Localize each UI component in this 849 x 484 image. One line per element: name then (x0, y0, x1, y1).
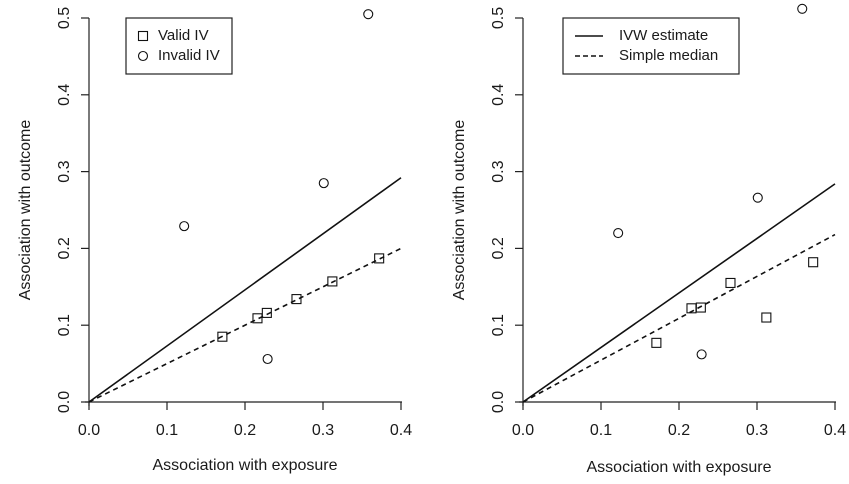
x-axis-label: Association with exposure (587, 459, 772, 476)
invalid-iv-point (363, 9, 374, 20)
invalid-iv-point (179, 221, 190, 232)
invalid-iv-point (696, 349, 707, 360)
valid-iv-point (761, 312, 772, 323)
y-tick-label: 0.5 (490, 7, 507, 29)
x-tick-label: 0.1 (156, 422, 178, 439)
y-tick-label: 0.5 (56, 7, 73, 29)
valid-iv-point (695, 302, 706, 313)
legend-label: IVW estimate (619, 27, 708, 44)
x-tick-label: 0.2 (668, 422, 690, 439)
solid-estimate-line (522, 183, 836, 403)
y-tick-label: 0.1 (56, 314, 73, 336)
invalid-iv-point (262, 353, 273, 365)
valid-iv-point (327, 276, 338, 287)
invalid-iv-point (613, 227, 624, 239)
valid-iv-point (291, 294, 302, 305)
dashed-estimate-line (522, 233, 836, 403)
y-tick-label: 0.3 (56, 160, 73, 182)
y-tick-label: 0.2 (56, 237, 73, 259)
legend-label: Invalid IV (158, 47, 220, 64)
left-plot-panel: 0.0 0.1 0.2 0.3 0.4 0.0 0.1 0.2 0.3 0.4 0.5 Associa… (17, 7, 412, 474)
valid-iv-point (252, 313, 263, 324)
y-tick-label: 0.4 (490, 84, 507, 106)
valid-iv-point (374, 253, 385, 264)
y-axis-label: Association with outcome (451, 120, 468, 301)
x-tick-label: 0.0 (78, 422, 100, 439)
y-tick-label: 0.2 (490, 237, 507, 259)
x-tick-label: 0.4 (824, 422, 846, 439)
x-axis-label: Association with exposure (153, 457, 338, 474)
legend-box (125, 17, 233, 75)
valid-iv-point (217, 331, 228, 342)
y-tick-label: 0.0 (56, 391, 73, 413)
legend-label: Valid IV (158, 27, 209, 44)
solid-estimate-line (88, 177, 402, 403)
x-tick-label: 0.1 (590, 422, 612, 439)
y-tick-label: 0.4 (56, 84, 73, 106)
y-axis-label: Association with outcome (17, 120, 34, 301)
legend-circle-swatch (137, 50, 149, 62)
dashed-estimate-line (88, 247, 402, 403)
valid-iv-point (261, 307, 272, 318)
legend-label: Simple median (619, 47, 718, 64)
invalid-iv-point (318, 178, 329, 189)
invalid-iv-point (797, 3, 808, 14)
legend-box (562, 17, 740, 75)
right-plot-panel: 0.0 0.1 0.2 0.3 0.4 0.0 0.1 0.2 0.3 0.4 0.5 Associa… (451, 3, 846, 476)
y-tick-label: 0.0 (490, 391, 507, 413)
valid-iv-point (725, 277, 736, 289)
y-tick-label: 0.3 (490, 160, 507, 182)
valid-iv-point (651, 337, 662, 348)
x-tick-label: 0.4 (390, 422, 412, 439)
x-tick-label: 0.3 (312, 422, 334, 439)
legend-square-swatch (137, 30, 149, 42)
x-tick-label: 0.2 (234, 422, 256, 439)
valid-iv-point (808, 257, 819, 268)
x-tick-label: 0.3 (746, 422, 768, 439)
x-tick-label: 0.0 (512, 422, 534, 439)
y-tick-label: 0.1 (490, 314, 507, 336)
invalid-iv-point (752, 192, 763, 203)
